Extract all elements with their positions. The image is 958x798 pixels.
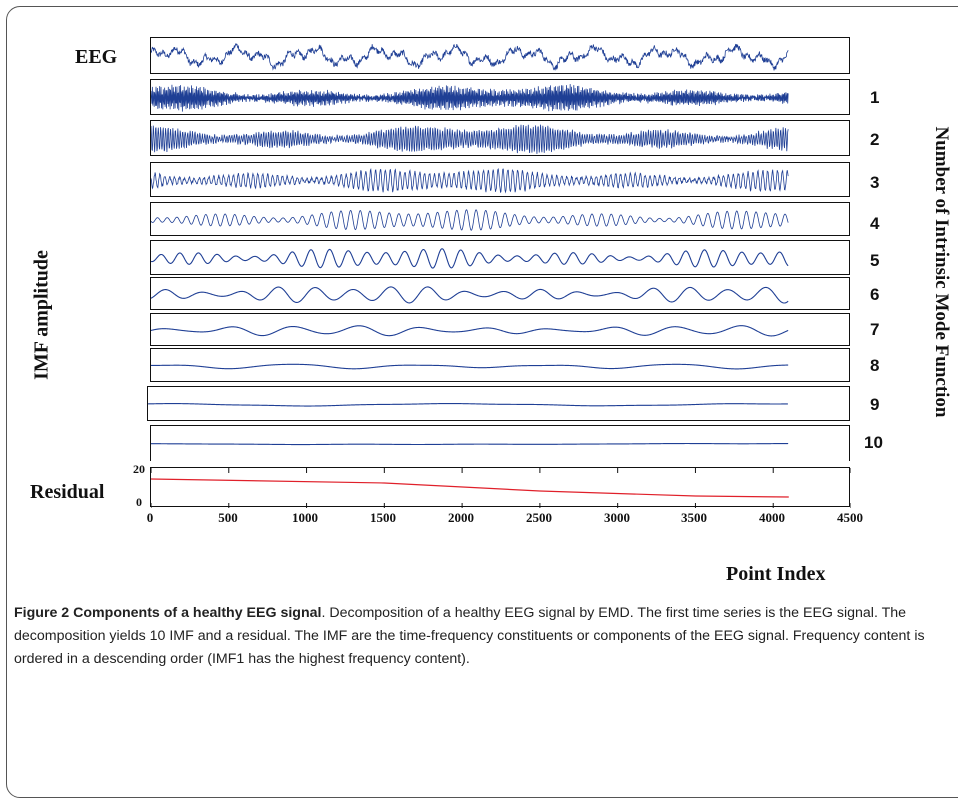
- eeg-trace: [151, 43, 789, 71]
- residual-ytick-0: 0: [136, 495, 142, 509]
- imf-number-2: 2: [870, 130, 880, 149]
- right-axis-label: Number of Intrinsic Mode Function: [931, 126, 952, 418]
- x-tick-500: 500: [218, 510, 238, 525]
- x-tick-1500: 1500: [370, 510, 396, 525]
- x-axis-label: Point Index: [726, 563, 826, 585]
- imf-number-5: 5: [870, 251, 880, 270]
- figure-caption: Figure 2 Components of a healthy EEG sig…: [14, 602, 944, 671]
- residual-ytick-20: 20: [133, 462, 145, 476]
- imf-number-1: 1: [870, 88, 880, 107]
- imf-6-panel: [150, 277, 850, 310]
- imf-1-line: [151, 84, 789, 112]
- imf-6-trace: [151, 286, 789, 304]
- imf-3-panel: [150, 162, 850, 197]
- imf-number-7: 7: [870, 320, 880, 339]
- imf-10-trace: [151, 442, 789, 446]
- imf-2-panel: [150, 120, 850, 156]
- imf-4-line: [151, 209, 789, 231]
- imf-2-line: [151, 124, 789, 154]
- imf-2-trace: [151, 124, 789, 154]
- caption-text: . Decomposition of a healthy EEG signal …: [14, 605, 925, 667]
- residual-trace: [151, 468, 851, 508]
- imf-4-panel: [150, 202, 850, 236]
- imf-number-9: 9: [870, 395, 880, 414]
- x-tick-2000: 2000: [448, 510, 474, 525]
- imf-1-trace: [151, 84, 789, 112]
- imf-1-panel: [150, 79, 850, 115]
- imf-3-line: [151, 167, 789, 194]
- imf-7-line: [151, 325, 789, 337]
- imf-number-6: 6: [870, 285, 880, 304]
- imf-5-line: [151, 248, 789, 269]
- imf-8-trace: [151, 363, 789, 370]
- imf-number-10: 10: [864, 433, 883, 452]
- imf-8-line: [151, 363, 789, 370]
- imf-9-panel: [147, 386, 850, 421]
- imf-number-3: 3: [870, 173, 880, 192]
- imf-5-panel: [150, 240, 850, 275]
- residual-line: [151, 478, 789, 498]
- x-tick-0: 0: [146, 510, 154, 525]
- imf-9-trace: [148, 402, 788, 407]
- imf-9-line: [148, 402, 788, 407]
- x-tick-4000: 4000: [759, 510, 785, 525]
- imf-8-panel: [150, 348, 850, 382]
- eeg-panel: [150, 37, 850, 74]
- imf-number-4: 4: [870, 214, 880, 233]
- residual-label: Residual: [30, 481, 105, 503]
- imf-7-panel: [150, 313, 850, 346]
- y-axis-label: IMF amplitude: [30, 250, 53, 380]
- imf-number-8: 8: [870, 356, 880, 375]
- residual-panel: [150, 467, 851, 508]
- x-tick-4500: 4500: [837, 510, 863, 525]
- eeg-line: [151, 43, 789, 71]
- imf-7-trace: [151, 325, 789, 337]
- eeg-label: EEG: [75, 46, 118, 68]
- x-tick-2500: 2500: [526, 510, 552, 525]
- imf-5-trace: [151, 248, 789, 269]
- imf-10-line: [151, 442, 789, 446]
- imf-6-line: [151, 286, 789, 304]
- x-tick-3000: 3000: [604, 510, 630, 525]
- caption-title: Figure 2 Components of a healthy EEG sig…: [14, 605, 322, 621]
- x-tick-1000: 1000: [292, 510, 318, 525]
- x-tick-3500: 3500: [681, 510, 707, 525]
- imf-3-trace: [151, 167, 789, 194]
- imf-10-panel: [150, 425, 850, 461]
- imf-4-trace: [151, 209, 789, 231]
